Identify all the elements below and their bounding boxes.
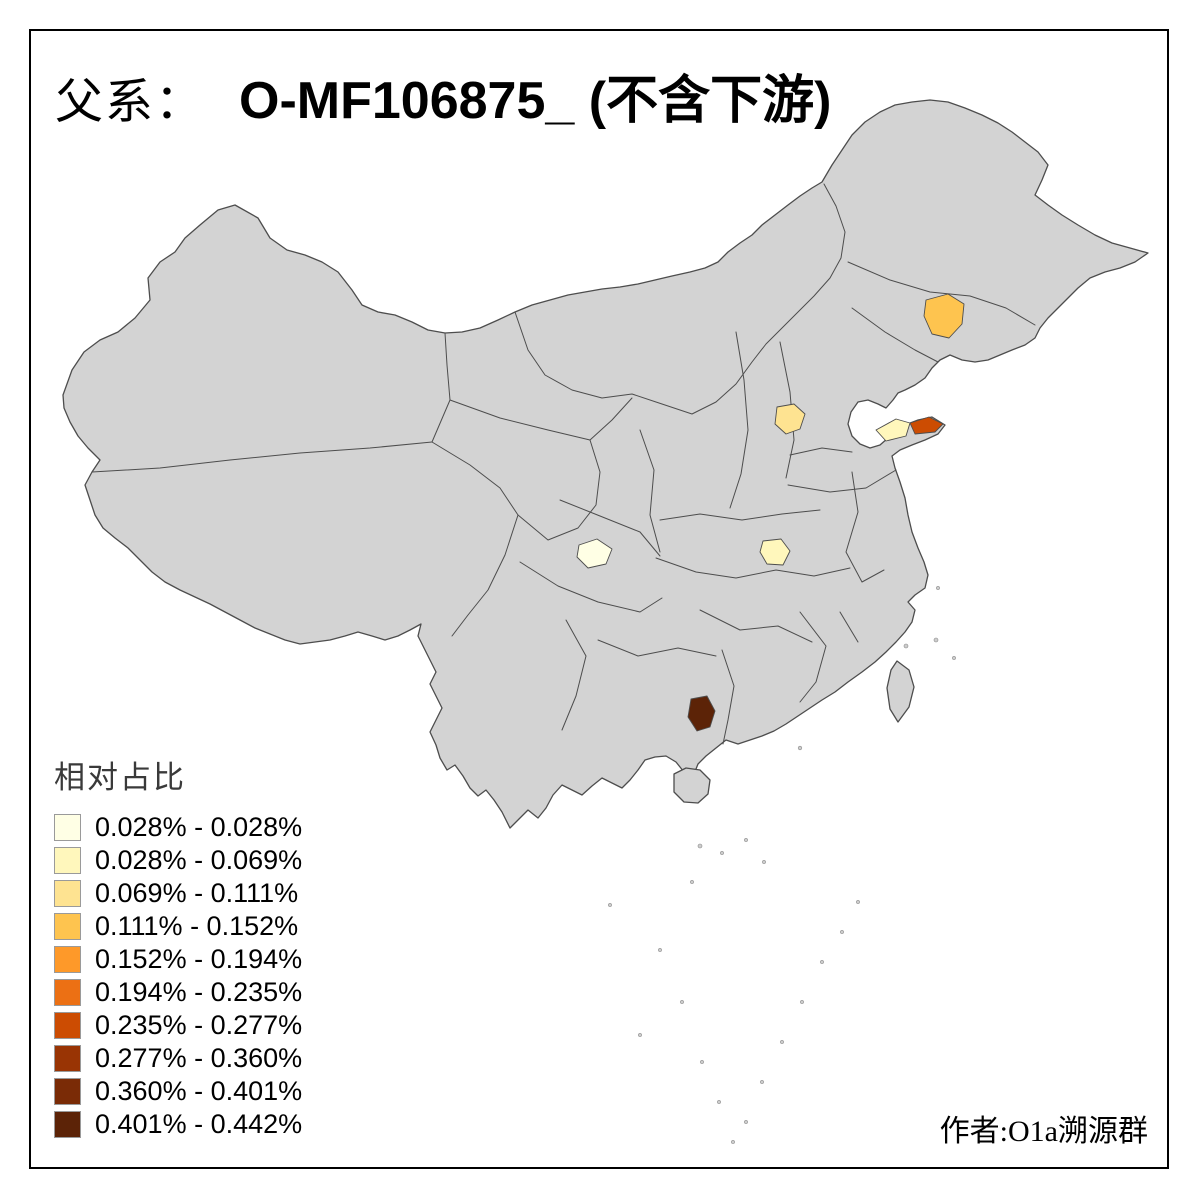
taiwan-island: [886, 660, 915, 723]
highlight-regions: [576, 293, 965, 732]
island-speck: [744, 1120, 748, 1124]
island-speck: [720, 851, 724, 855]
island-speck: [731, 1140, 735, 1144]
legend-label: 0.152% - 0.194%: [95, 944, 303, 974]
island-speck: [760, 1080, 764, 1084]
legend-swatch: [54, 1045, 81, 1072]
legend-swatch: [54, 814, 81, 841]
province-border-line: [431, 332, 451, 443]
legend-label: 0.111% - 0.152%: [95, 911, 299, 941]
legend-item: 0.028% - 0.028%: [54, 811, 302, 844]
highlight-shandong-peninsula-tip-region: [909, 416, 944, 435]
legend-swatch: [54, 847, 81, 874]
island-speck: [744, 838, 748, 842]
highlight-sichuan-basin-region: [576, 538, 613, 569]
island-speck: [933, 637, 939, 643]
attribution: 作者:O1a溯源群: [939, 1115, 1148, 1148]
south-china-sea-islands: [608, 586, 956, 1144]
island-speck: [717, 1100, 721, 1104]
legend-swatch: [54, 1012, 81, 1039]
legend-item: 0.235% - 0.277%: [54, 1009, 302, 1042]
legend-label: 0.028% - 0.069%: [95, 845, 303, 875]
province-border-line: [451, 514, 519, 637]
province-border-line: [514, 183, 846, 415]
mainland-china: [62, 99, 1149, 829]
legend-label: 0.360% - 0.401%: [95, 1076, 303, 1106]
province-border-line: [655, 557, 851, 579]
island-speck: [952, 656, 956, 660]
legend-item: 0.028% - 0.069%: [54, 844, 302, 877]
island-speck: [780, 1040, 784, 1044]
legend-label: 0.194% - 0.235%: [95, 977, 303, 1007]
legend-item: 0.194% - 0.235%: [54, 976, 302, 1009]
legend-item: 0.277% - 0.360%: [54, 1042, 302, 1075]
legend-label: 0.277% - 0.360%: [95, 1043, 303, 1073]
legend-label: 0.401% - 0.442%: [95, 1109, 303, 1139]
highlight-shandong-north-coast-region: [875, 418, 911, 442]
legend-item: 0.069% - 0.111%: [54, 877, 302, 910]
legend-item: 0.401% - 0.442%: [54, 1108, 302, 1141]
province-border-line: [845, 471, 885, 583]
island-speck: [680, 1000, 684, 1004]
province-border-line: [851, 307, 939, 363]
province-border-line: [787, 469, 897, 493]
map-title: 父系： O-MF106875_ (不含下游): [55, 58, 831, 133]
legend-title: 相对占比: [54, 760, 186, 795]
legend-label: 0.069% - 0.111%: [95, 878, 299, 908]
province-border-line: [799, 611, 827, 703]
province-border-line: [431, 441, 519, 516]
legend-item: 0.152% - 0.194%: [54, 943, 302, 976]
province-border-line: [449, 399, 601, 541]
legend-swatch: [54, 1111, 81, 1138]
legend-label: 0.235% - 0.277%: [95, 1010, 303, 1040]
legend-swatch: [54, 946, 81, 973]
legend: 相对占比 0.028% - 0.028% 0.028% - 0.069% 0.0…: [54, 752, 302, 1141]
island-speck: [856, 900, 860, 904]
title-haplogroup: O-MF106875_ (不含下游): [239, 72, 832, 130]
province-border-line: [659, 509, 821, 521]
island-speck: [638, 1033, 642, 1037]
legend-swatch: [54, 880, 81, 907]
highlight-central-china-region: [759, 538, 791, 566]
island-speck: [658, 948, 662, 952]
province-border-line: [729, 331, 749, 509]
island-speck: [762, 860, 766, 864]
island-speck: [797, 745, 803, 751]
province-borders: [91, 183, 1036, 745]
island-speck: [820, 960, 824, 964]
province-border-line: [721, 649, 735, 745]
island-speck: [697, 843, 703, 849]
title-prefix: 父系：: [55, 76, 206, 129]
island-speck: [800, 1000, 804, 1004]
legend-item: 0.111% - 0.152%: [54, 910, 302, 943]
legend-swatch: [54, 913, 81, 940]
province-border-line: [839, 611, 859, 643]
legend-swatch: [54, 1078, 81, 1105]
province-border-line: [597, 639, 717, 657]
province-border-line: [589, 397, 633, 441]
province-border-line: [639, 429, 661, 553]
legend-item: 0.360% - 0.401%: [54, 1075, 302, 1108]
island-speck: [608, 903, 612, 907]
island-speck: [903, 643, 909, 649]
province-border-line: [699, 609, 813, 643]
highlight-beijing-region: [774, 403, 806, 435]
island-speck: [690, 880, 694, 884]
province-border-line: [559, 499, 661, 557]
legend-swatch: [54, 979, 81, 1006]
island-speck: [700, 1060, 704, 1064]
hainan-island: [673, 767, 711, 804]
highlight-northeast-region: [923, 293, 965, 339]
island-speck: [840, 930, 844, 934]
highlight-guangxi-region: [687, 695, 716, 732]
province-border-line: [91, 441, 433, 473]
province-border-line: [847, 261, 1036, 326]
province-border-line: [519, 561, 663, 613]
province-border-line: [561, 619, 587, 731]
island-speck: [936, 586, 940, 590]
legend-label: 0.028% - 0.028%: [95, 812, 303, 842]
province-border-line: [789, 447, 853, 456]
